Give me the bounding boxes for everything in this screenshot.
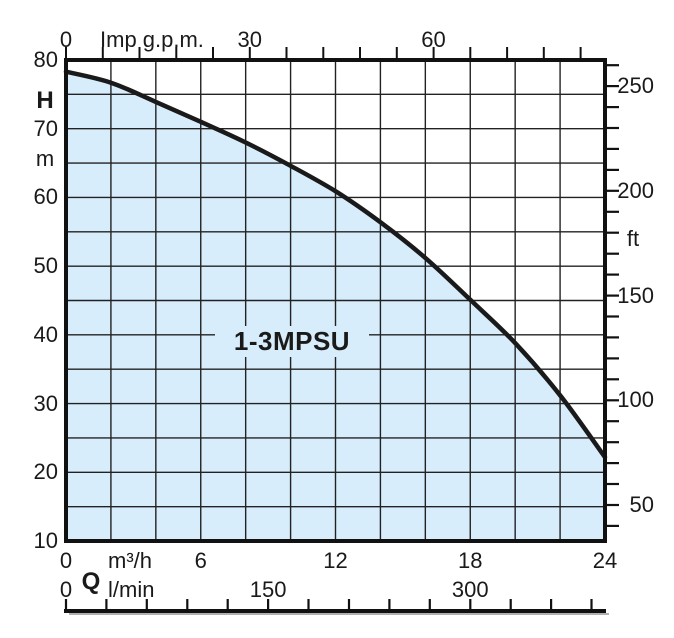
left-axis-tick-label: 30 bbox=[33, 390, 58, 416]
bottom-axis-tick-label: 6 bbox=[194, 548, 207, 573]
left-axis-tick-label: 10 bbox=[33, 528, 58, 553]
top-axis-tick-label: 60 bbox=[421, 27, 446, 52]
right-axis-tick-label: 100 bbox=[617, 387, 654, 413]
left-axis-tick-label: 40 bbox=[33, 321, 58, 347]
left-axis-tick-label: 50 bbox=[33, 253, 58, 279]
right-axis-tick-label: 250 bbox=[617, 73, 654, 99]
bottom-axis-tick-label: 24 bbox=[592, 548, 618, 573]
right-axis-tick-label: 200 bbox=[617, 177, 654, 203]
flow-axis-title: Q bbox=[81, 568, 101, 595]
left-axis-unit-label: m bbox=[35, 146, 55, 171]
lmin-axis-tick-label: 0 bbox=[59, 577, 73, 602]
head-flow-curve bbox=[63, 69, 608, 460]
right-axis-tick-label: 50 bbox=[629, 491, 654, 517]
secondary-axis-unit-label: l/min bbox=[108, 577, 155, 602]
top-axis-ticks bbox=[65, 47, 582, 58]
right-axis-unit-label: ft bbox=[626, 226, 640, 251]
left-axis-title: H bbox=[36, 87, 54, 114]
top-axis-unit-label: Imp g.p.m. bbox=[100, 27, 204, 52]
bottom-axis-unit-label: m³/h bbox=[108, 548, 152, 573]
lmin-axis-ticks bbox=[64, 599, 593, 611]
top-axis-tick-label: 30 bbox=[237, 27, 262, 52]
left-axis-tick-label: 80 bbox=[33, 47, 58, 72]
lmin-axis-tick-label: 300 bbox=[451, 577, 489, 602]
grid-lines bbox=[66, 60, 605, 541]
right-axis-ticks bbox=[607, 64, 619, 528]
plot-border bbox=[64, 58, 607, 543]
left-axis-tick-label: 70 bbox=[33, 115, 58, 141]
left-axis-tick-label: 60 bbox=[33, 184, 58, 210]
pump-model-label: 1-3MPSU bbox=[215, 326, 369, 357]
right-axis-tick-label: 150 bbox=[617, 282, 654, 308]
lmin-axis-tick-label: 150 bbox=[249, 577, 287, 602]
bottom-axis-tick-label: 18 bbox=[458, 548, 483, 573]
left-axis-tick-label: 20 bbox=[33, 459, 58, 485]
bottom-axis-tick-label: 0 bbox=[59, 548, 73, 573]
bottom-axis-tick-label: 12 bbox=[323, 548, 348, 573]
top-axis-tick-label: 0 bbox=[59, 27, 73, 52]
